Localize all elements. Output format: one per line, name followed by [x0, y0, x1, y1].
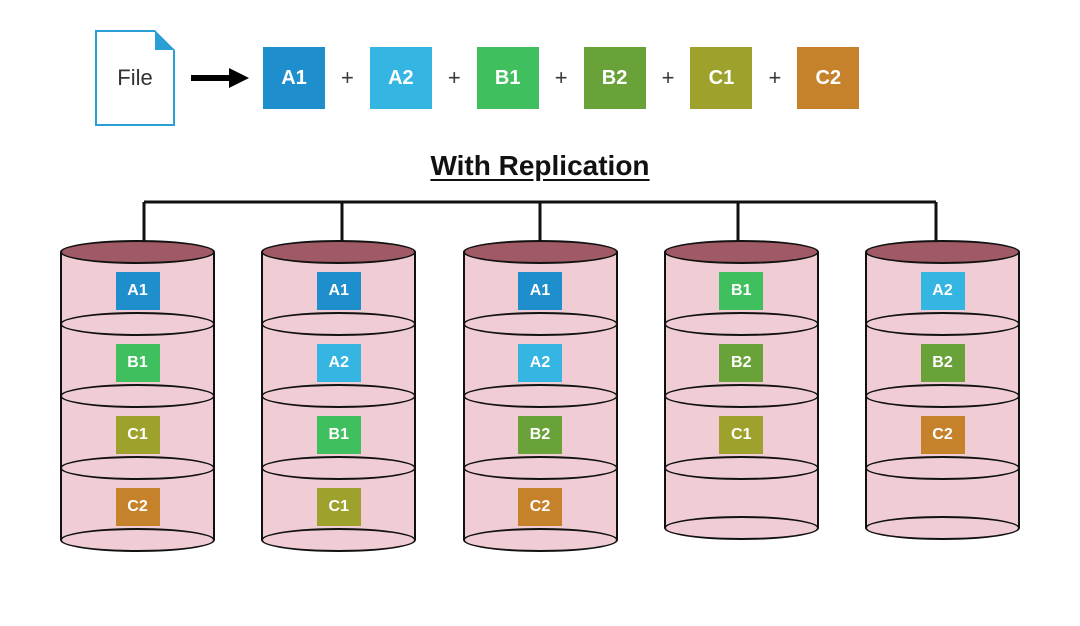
- block-c1: C1: [690, 47, 752, 109]
- plus-separator: +: [446, 65, 463, 91]
- block-a2: A2: [370, 47, 432, 109]
- chip-a1: A1: [317, 272, 361, 310]
- chip-c2: C2: [518, 488, 562, 526]
- db-stack-3: A1 A2 B2 C2: [463, 252, 618, 540]
- chip-b1: B1: [719, 272, 763, 310]
- file-label: File: [117, 65, 152, 91]
- plus-separator: +: [339, 65, 356, 91]
- chip-b1: B1: [116, 344, 160, 382]
- heading-with-replication: With Replication: [0, 150, 1080, 182]
- chip-c1: C1: [317, 488, 361, 526]
- cylinder-segment: C1: [261, 468, 416, 540]
- chip-a2: A2: [921, 272, 965, 310]
- block-a1: A1: [263, 47, 325, 109]
- chip-b2: B2: [921, 344, 965, 382]
- db-stack-4: B1 B2 C1: [664, 252, 819, 528]
- db-stack-5: A2 B2 C2: [865, 252, 1020, 528]
- chip-a1: A1: [518, 272, 562, 310]
- chip-a1: A1: [116, 272, 160, 310]
- cylinder-segment-empty: [865, 468, 1020, 528]
- block-b1: B1: [477, 47, 539, 109]
- chip-a2: A2: [518, 344, 562, 382]
- database-stacks: A1 B1 C1 C2 A1 A2 B1 C1 A1 A2 B2 C2 B1 B2 C1 A2 B2 C2: [60, 252, 1020, 540]
- chip-b2: B2: [719, 344, 763, 382]
- blocks-row: A1 + A2 + B1 + B2 + C1 + C2: [263, 47, 859, 109]
- file-split-row: File A1 + A2 + B1 + B2 + C1 + C2: [95, 30, 859, 126]
- cylinder-segment: C2: [60, 468, 215, 540]
- chip-b1: B1: [317, 416, 361, 454]
- arrow-icon: [189, 66, 249, 90]
- heading-text: With Replication: [430, 150, 649, 181]
- cylinder-segment-empty: [664, 468, 819, 528]
- file-icon: File: [95, 30, 175, 126]
- cylinder-segment: C2: [463, 468, 618, 540]
- plus-separator: +: [660, 65, 677, 91]
- chip-c2: C2: [116, 488, 160, 526]
- chip-c1: C1: [719, 416, 763, 454]
- plus-separator: +: [766, 65, 783, 91]
- chip-b2: B2: [518, 416, 562, 454]
- chip-c2: C2: [921, 416, 965, 454]
- db-stack-2: A1 A2 B1 C1: [261, 252, 416, 540]
- chip-a2: A2: [317, 344, 361, 382]
- block-c2: C2: [797, 47, 859, 109]
- block-b2: B2: [584, 47, 646, 109]
- db-stack-1: A1 B1 C1 C2: [60, 252, 215, 540]
- chip-c1: C1: [116, 416, 160, 454]
- plus-separator: +: [553, 65, 570, 91]
